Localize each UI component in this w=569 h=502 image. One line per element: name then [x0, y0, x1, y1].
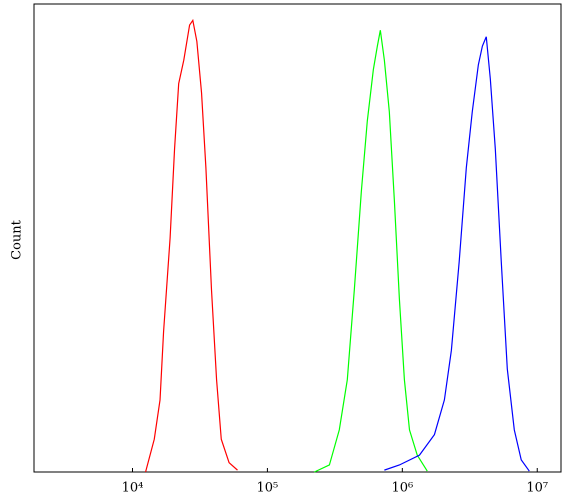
x-tick-label: 10⁵ [257, 481, 279, 496]
histogram-line [384, 36, 530, 472]
plot-frame [33, 3, 562, 473]
y-axis-label: Count [10, 219, 25, 260]
x-tick-label: 10⁶ [391, 481, 413, 496]
x-tick-label: 10⁷ [526, 481, 548, 496]
histogram-line [144, 18, 238, 473]
histogram-line [314, 30, 428, 473]
x-tick-label: 10⁴ [122, 481, 144, 496]
